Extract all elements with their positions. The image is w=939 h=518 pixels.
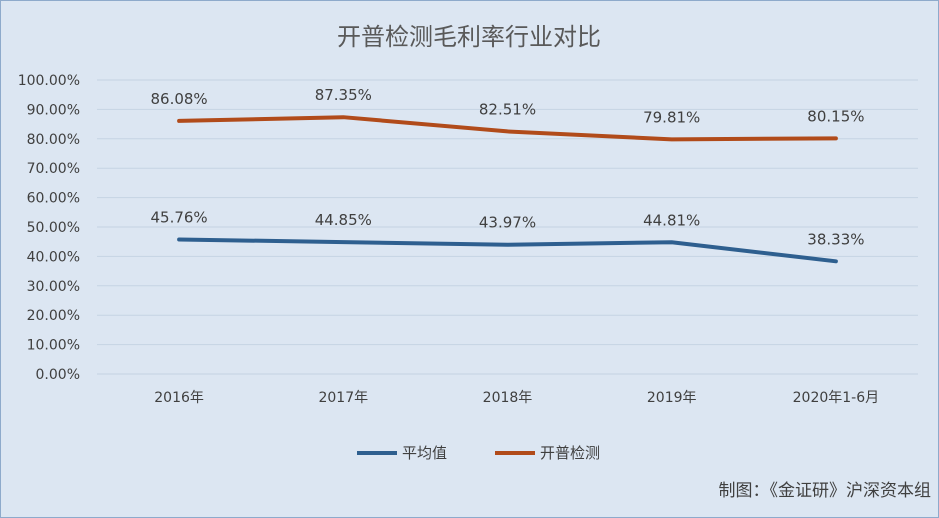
y-tick-label: 40.00% [27, 249, 80, 265]
data-label: 86.08% [150, 90, 207, 108]
y-tick-label: 60.00% [27, 191, 80, 207]
data-label: 44.85% [315, 211, 372, 229]
data-label: 87.35% [315, 86, 372, 104]
x-tick-label: 2018年 [483, 390, 533, 406]
y-tick-label: 80.00% [27, 132, 80, 148]
credit-text: 制图：《金证研》沪深资本组 [719, 481, 932, 501]
y-tick-label: 50.00% [27, 220, 80, 236]
legend-label: 平均值 [402, 444, 447, 462]
legend-label: 开普检测 [540, 444, 600, 462]
data-label: 43.97% [479, 214, 536, 232]
y-tick-label: 70.00% [27, 161, 80, 177]
x-tick-label: 2020年1-6月 [793, 390, 880, 406]
x-tick-label: 2017年 [318, 390, 368, 406]
y-axis-ticks: 0.00% 10.00% 20.00% 30.00% 40.00% 50.00% 60.00… [18, 73, 80, 383]
x-tick-label: 2016年 [154, 390, 204, 406]
data-labels: 45.76% 44.85% 43.97% 44.81% 38.33% 86.08% 87.3… [150, 86, 864, 248]
legend: 平均值 开普检测 [357, 444, 600, 462]
data-label: 38.33% [807, 230, 864, 248]
y-tick-label: 20.00% [27, 308, 80, 324]
data-label: 80.15% [807, 107, 864, 125]
series-lines [177, 115, 838, 264]
y-tick-label: 10.00% [27, 338, 80, 354]
chart-title: 开普检测毛利率行业对比 [337, 23, 601, 51]
series-line [177, 237, 838, 264]
x-axis-ticks: 2016年 2017年 2018年 2019年 2020年1-6月 [154, 390, 879, 406]
data-label: 79.81% [643, 108, 700, 126]
y-tick-label: 30.00% [27, 279, 80, 295]
data-label: 45.76% [150, 208, 207, 226]
series-line [177, 115, 838, 142]
x-tick-label: 2019年 [647, 390, 697, 406]
gridlines [97, 79, 918, 375]
y-tick-label: 100.00% [18, 73, 80, 89]
y-tick-label: 90.00% [27, 102, 80, 118]
data-label: 44.81% [643, 211, 700, 229]
data-label: 82.51% [479, 100, 536, 118]
y-tick-label: 0.00% [36, 367, 80, 383]
